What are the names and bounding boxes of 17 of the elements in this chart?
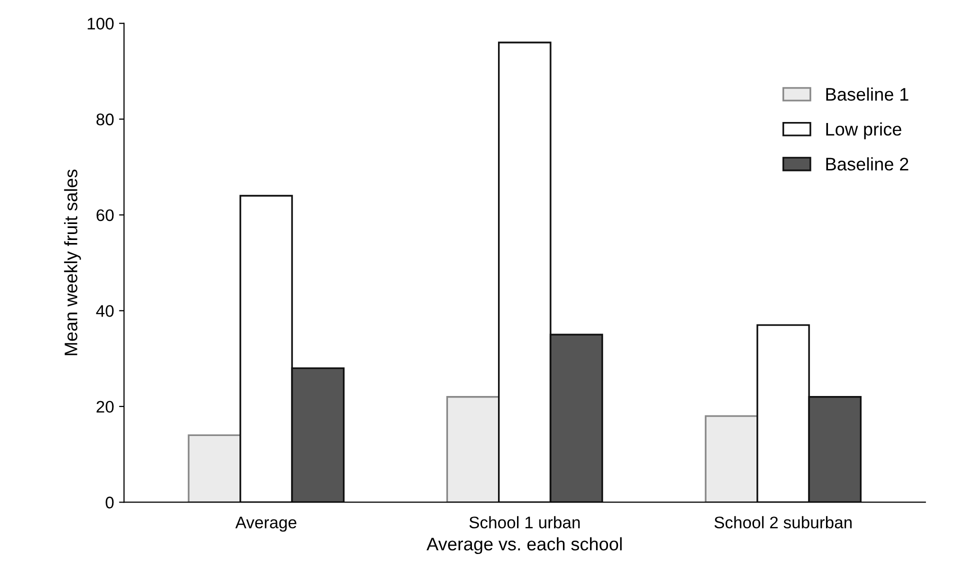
x-axis-title: Average vs. each school [426,537,622,554]
y-tick-label: 100 [88,18,114,30]
legend-label: Low price [826,122,902,140]
y-tick-label: 60 [96,209,114,222]
y-tick-label: 20 [96,400,114,413]
bar [446,396,500,502]
legend-label: Baseline 1 [826,88,908,101]
x-tick-label: School 1 urban [469,516,580,528]
bar [704,415,758,502]
bar [188,434,242,502]
y-tick-label: 0 [106,496,114,508]
legend-label: Baseline 2 [826,157,908,171]
x-tick-label: Average [235,516,296,532]
y-tick-label: 40 [96,305,114,317]
x-tick-label: School 2 suburban [714,516,852,528]
y-axis-title: Mean weekly fruit sales [64,170,81,356]
y-tick-label: 80 [96,114,114,126]
